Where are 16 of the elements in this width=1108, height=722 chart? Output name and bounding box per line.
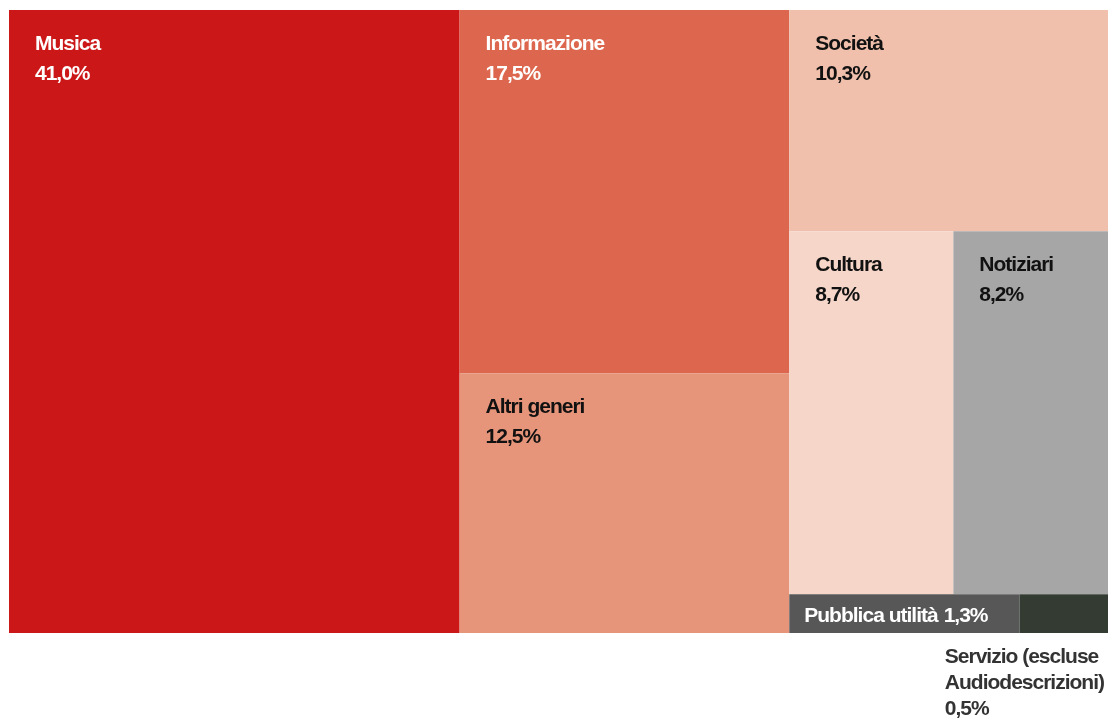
category-label: Cultura bbox=[815, 252, 884, 276]
category-label: Informazione bbox=[485, 31, 605, 54]
category-label: Altri generi bbox=[485, 394, 585, 418]
category-label: Pubblica utilità bbox=[804, 602, 939, 626]
data-label: 8,7% bbox=[815, 282, 861, 306]
data-label: 8,2% bbox=[979, 282, 1025, 306]
category-label: Notiziari bbox=[979, 252, 1054, 276]
data-label: 12,5% bbox=[485, 424, 542, 448]
data-label: 1,3% bbox=[943, 602, 989, 626]
data-label: 17,5% bbox=[485, 61, 542, 84]
category-label: Servizio (escluse Audiodescrizioni) bbox=[944, 644, 1105, 693]
data-label: 10,3% bbox=[815, 61, 872, 84]
category-label: Società bbox=[815, 31, 885, 54]
data-label: 0,5% bbox=[944, 696, 991, 719]
data-label: 41,0% bbox=[35, 61, 91, 84]
category-label: Musica bbox=[35, 31, 102, 54]
